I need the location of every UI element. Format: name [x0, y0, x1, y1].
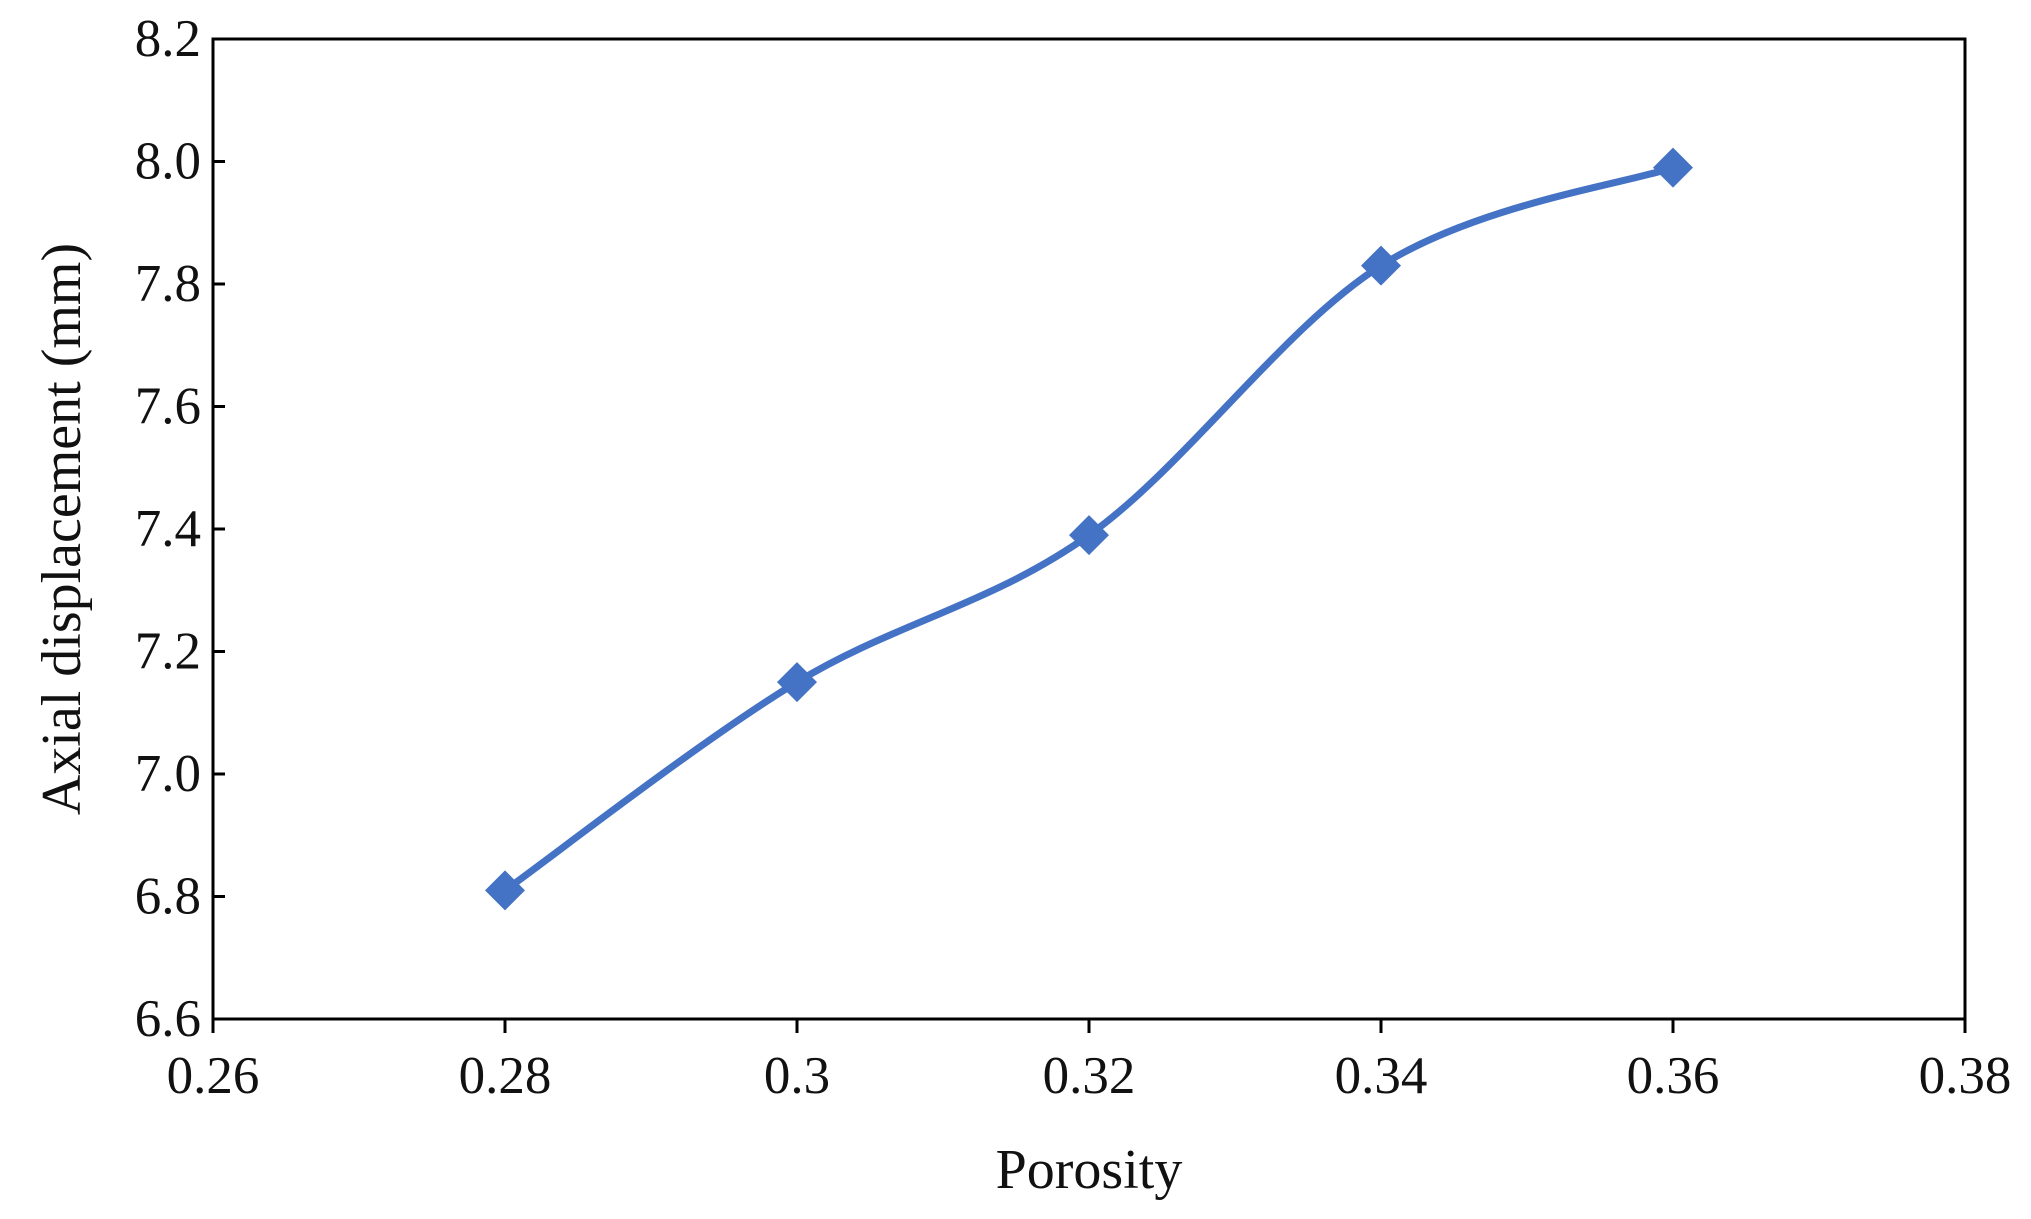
x-tick-label: 0.3: [764, 1047, 830, 1105]
y-tick-label: 7.4: [135, 500, 201, 558]
data-point-marker: [485, 870, 525, 911]
data-point-marker: [777, 662, 817, 703]
x-axis: 0.26 0.28 0.3 0.32 0.34 0.36 0.38: [167, 1019, 2012, 1105]
x-tick-label: 0.32: [1043, 1047, 1136, 1105]
data-point-marker: [1361, 245, 1401, 286]
y-tick-label: 7.6: [135, 378, 201, 436]
x-tick-label: 0.34: [1335, 1047, 1428, 1105]
series-group: [485, 147, 1693, 911]
y-tick-label: 8.2: [135, 10, 201, 68]
y-axis: 6.6 6.8 7.0 7.2 7.4 7.6 7.8 8.0 8.2: [135, 10, 225, 1048]
y-tick-label: 6.8: [135, 868, 201, 926]
y-axis-title: Axial displacement (mm): [31, 243, 93, 815]
x-tick-label: 0.28: [459, 1047, 552, 1105]
data-point-marker: [1653, 147, 1693, 188]
x-axis-title: Porosity: [996, 1139, 1183, 1201]
x-tick-label: 0.36: [1627, 1047, 1720, 1105]
data-point-marker: [1069, 515, 1109, 556]
x-tick-label: 0.38: [1919, 1047, 2012, 1105]
y-tick-label: 7.2: [135, 623, 201, 681]
x-tick-label: 0.26: [167, 1047, 260, 1105]
y-tick-label: 8.0: [135, 133, 201, 191]
y-tick-label: 6.6: [135, 990, 201, 1048]
y-tick-label: 7.8: [135, 255, 201, 313]
y-tick-label: 7.0: [135, 745, 201, 803]
